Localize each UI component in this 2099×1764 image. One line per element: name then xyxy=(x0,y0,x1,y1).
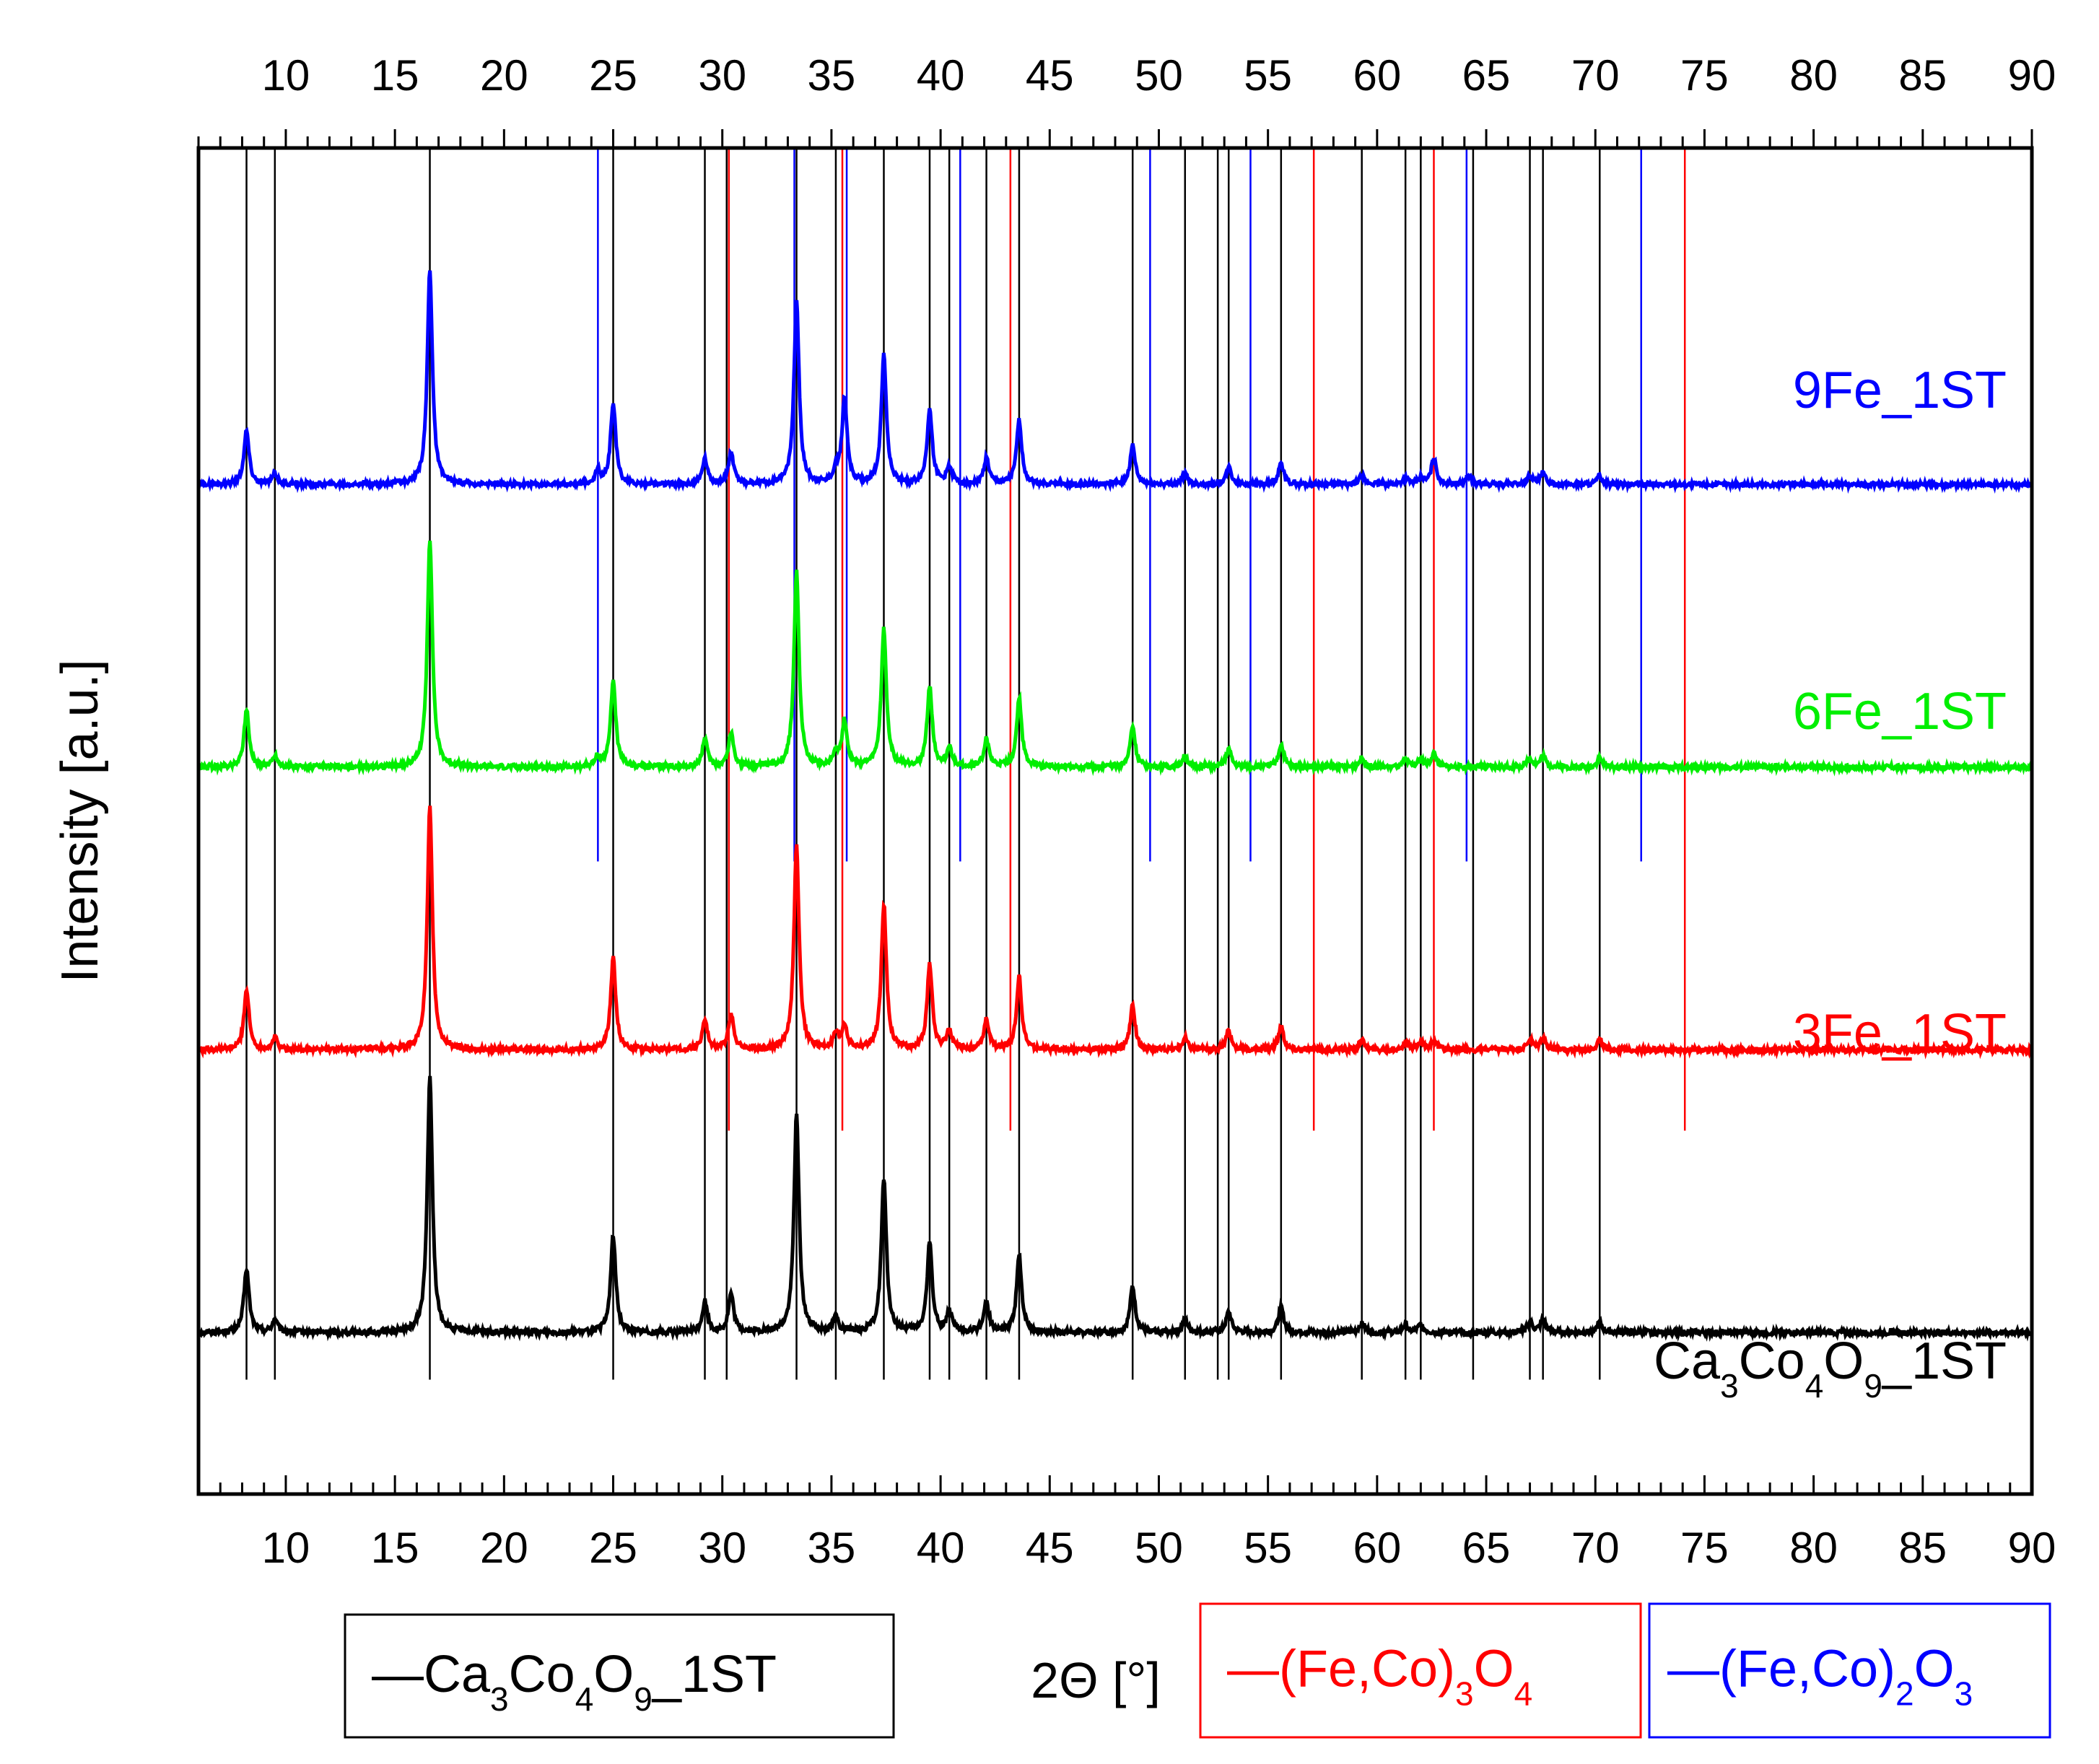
ticks-bottom-tick-label-1: 15 xyxy=(371,1524,419,1572)
ticks-top-tick-label-14: 80 xyxy=(1789,51,1838,100)
y-axis-label: Intensity [a.u.] xyxy=(51,659,109,982)
series-label-0-part-3: 4 xyxy=(1805,1367,1824,1405)
ticks-bottom-tick-label-2: 20 xyxy=(480,1524,528,1572)
legend-text-0-part-0: —Ca xyxy=(372,1646,491,1703)
ticks-top-tick-label-1: 15 xyxy=(371,51,419,100)
series-label-1-part-0: 3Fe_1ST xyxy=(1793,1004,2007,1062)
series-label-1: 3Fe_1ST xyxy=(1793,1004,2007,1062)
series-label-3: 9Fe_1ST xyxy=(1793,362,2007,419)
legend-box-0 xyxy=(344,1613,895,1739)
ticks-top-tick-label-13: 75 xyxy=(1680,51,1729,100)
legend-text-1: —(Fe,Co)3O4 xyxy=(1227,1641,1532,1713)
series-label-0-part-5: 9 xyxy=(1864,1367,1882,1405)
ticks-top-tick-label-0: 10 xyxy=(262,51,310,100)
x-axis-label: 2Θ [°] xyxy=(1031,1652,1161,1708)
ticks-bottom-tick-label-8: 50 xyxy=(1135,1524,1183,1572)
legend-text-0-part-4: O xyxy=(593,1646,634,1703)
ticks-bottom-tick-label-7: 45 xyxy=(1026,1524,1074,1572)
ticks-bottom-tick-label-16: 90 xyxy=(2008,1524,2056,1572)
legend-text-0: —Ca3Co4O9_1ST xyxy=(372,1646,777,1718)
ticks-bottom-tick-label-13: 75 xyxy=(1680,1524,1729,1572)
legend-text-0-part-3: 4 xyxy=(575,1680,594,1718)
ticks-top-tick-label-5: 35 xyxy=(808,51,856,100)
ticks-top-tick-label-12: 70 xyxy=(1571,51,1620,100)
ticks-bottom-tick-label-14: 80 xyxy=(1789,1524,1838,1572)
series-trace-2 xyxy=(196,540,2033,777)
ticks-bottom-tick-label-11: 65 xyxy=(1462,1524,1511,1572)
legend-text-1-part-3: 4 xyxy=(1514,1675,1533,1713)
legend-text-1-part-0: —(Fe,Co) xyxy=(1227,1641,1455,1698)
ticks-top-tick-label-6: 40 xyxy=(917,51,965,100)
series-trace-3 xyxy=(196,270,2034,494)
ticks-bottom-tick-label-5: 35 xyxy=(808,1524,856,1572)
legend-text-2-part-0: —(Fe,Co) xyxy=(1667,1641,1895,1698)
series-trace-1 xyxy=(197,805,2034,1060)
series-label-0-part-0: Ca xyxy=(1654,1332,1721,1390)
ticks-bottom-tick-label-9: 55 xyxy=(1244,1524,1292,1572)
series-label-0: Ca3Co4O9_1ST xyxy=(1654,1332,2007,1405)
ticks-top-tick-label-15: 85 xyxy=(1898,51,1947,100)
series-traces xyxy=(196,270,2034,1342)
series-label-0-part-1: 3 xyxy=(1720,1367,1739,1405)
bottom-axis: 10 15 20 25 30 35 40 45 50 55 60 65 70 75 80 85 90 xyxy=(197,1475,2056,1572)
series-trace-0 xyxy=(196,1075,2033,1342)
ticks-bottom-tick-label-0: 10 xyxy=(262,1524,310,1572)
series-label-2: 6Fe_1ST xyxy=(1793,683,2007,741)
legend-text-2-part-2: O xyxy=(1914,1641,1955,1698)
series-label-0-part-2: Co xyxy=(1739,1332,1805,1390)
series-label-2-part-0: 6Fe_1ST xyxy=(1793,683,2007,741)
series-label-3-part-0: 9Fe_1ST xyxy=(1793,362,2007,419)
ticks-bottom-tick-label-15: 85 xyxy=(1898,1524,1947,1572)
ticks-top-tick-label-8: 50 xyxy=(1135,51,1183,100)
legend-text-0-part-1: 3 xyxy=(490,1680,509,1718)
ticks-top-tick-label-3: 25 xyxy=(589,51,637,100)
legend-text-0-part-5: 9 xyxy=(634,1680,653,1718)
ticks-top-tick-label-4: 30 xyxy=(698,51,746,100)
ticks-top-tick-label-16: 90 xyxy=(2008,51,2056,100)
ticks-top-tick-label-2: 20 xyxy=(480,51,528,100)
ticks-bottom-tick-label-4: 30 xyxy=(698,1524,746,1572)
ticks-top-tick-label-11: 65 xyxy=(1462,51,1511,100)
legend-text-0-part-6: _1ST xyxy=(651,1646,777,1703)
top-axis: 10 15 20 25 30 35 40 45 50 55 60 65 70 75 80 85 90 xyxy=(197,51,2056,148)
ticks-bottom-tick-label-6: 40 xyxy=(917,1524,965,1572)
series-labels: Ca3Co4O9_1ST 3Fe_1ST 6Fe_1ST 9Fe_1ST xyxy=(1654,362,2007,1405)
legend-text-1-part-2: O xyxy=(1474,1641,1514,1698)
legend-text-2-part-3: 3 xyxy=(1955,1675,1973,1713)
legend-text-2-part-1: 2 xyxy=(1895,1675,1914,1713)
ticks-top-tick-label-7: 45 xyxy=(1026,51,1074,100)
ticks-top-tick-label-10: 60 xyxy=(1353,51,1401,100)
ticks-bottom-tick-label-10: 60 xyxy=(1353,1524,1401,1572)
legend-box-1 xyxy=(1199,1602,1642,1739)
ticks-top-tick-label-9: 55 xyxy=(1244,51,1292,100)
legend-box-2 xyxy=(1648,1602,2051,1739)
legend-text-2: —(Fe,Co)2O3 xyxy=(1667,1641,1973,1713)
legend-text-1-part-1: 3 xyxy=(1455,1675,1474,1713)
ticks-bottom-tick-label-12: 70 xyxy=(1571,1524,1620,1572)
legend: —Ca3Co4O9_1ST —(Fe,Co)3O4 —(Fe,Co)2O3 xyxy=(344,1602,2051,1739)
series-label-0-part-6: _1ST xyxy=(1881,1332,2007,1390)
plot-frame xyxy=(196,146,2034,1496)
ticks-bottom-tick-label-3: 25 xyxy=(589,1524,637,1572)
legend-text-0-part-2: Co xyxy=(509,1646,575,1703)
series-label-0-part-4: O xyxy=(1823,1332,1864,1390)
